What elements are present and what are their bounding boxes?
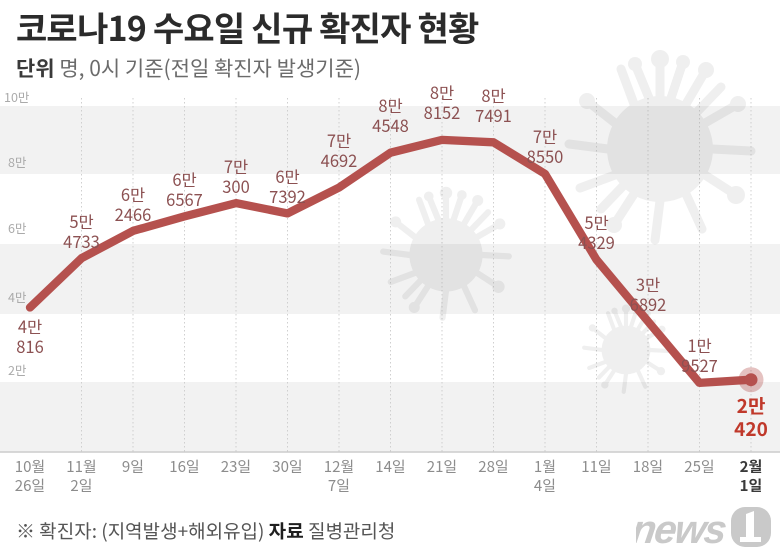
svg-text:18일: 18일 [633, 456, 663, 477]
svg-text:6892: 6892 [630, 292, 667, 316]
svg-text:1월: 1월 [534, 456, 556, 477]
svg-text:30일: 30일 [272, 456, 302, 477]
svg-text:2일: 2일 [70, 475, 92, 496]
svg-text:7일: 7일 [328, 475, 350, 496]
svg-text:8152: 8152 [424, 100, 461, 124]
svg-text:420: 420 [734, 415, 768, 442]
svg-text:21일: 21일 [427, 456, 457, 477]
svg-text:8550: 8550 [527, 144, 564, 168]
svg-text:10월: 10월 [15, 456, 45, 477]
svg-text:4733: 4733 [63, 229, 100, 253]
svg-text:28일: 28일 [478, 456, 508, 477]
svg-text:1일: 1일 [740, 475, 763, 496]
svg-text:4692: 4692 [321, 148, 358, 172]
svg-text:7491: 7491 [475, 103, 512, 127]
svg-text:4329: 4329 [578, 230, 615, 254]
svg-text:16일: 16일 [169, 456, 199, 477]
svg-text:26일: 26일 [15, 475, 45, 496]
svg-text:9527: 9527 [681, 353, 718, 377]
svg-text:2466: 2466 [115, 202, 152, 226]
svg-text:4548: 4548 [372, 113, 409, 137]
svg-text:4일: 4일 [534, 475, 556, 496]
svg-text:6만: 6만 [8, 218, 27, 237]
svg-text:23일: 23일 [221, 456, 251, 477]
svg-text:300: 300 [222, 174, 249, 198]
svg-text:8만: 8만 [8, 152, 27, 171]
svg-text:816: 816 [16, 334, 43, 358]
svg-text:4만: 4만 [8, 287, 27, 306]
svg-text:9일: 9일 [122, 456, 144, 477]
svg-text:6567: 6567 [166, 187, 203, 211]
svg-text:25일: 25일 [684, 456, 714, 477]
svg-text:11일: 11일 [581, 456, 611, 477]
svg-text:12월: 12월 [324, 456, 354, 477]
svg-text:news: news [636, 507, 729, 552]
svg-text:2만: 2만 [8, 360, 27, 379]
svg-text:2월: 2월 [740, 456, 763, 477]
svg-text:10만: 10만 [4, 87, 30, 106]
svg-text:7392: 7392 [269, 184, 306, 208]
svg-text:11월: 11월 [66, 456, 96, 477]
svg-text:14일: 14일 [375, 456, 405, 477]
